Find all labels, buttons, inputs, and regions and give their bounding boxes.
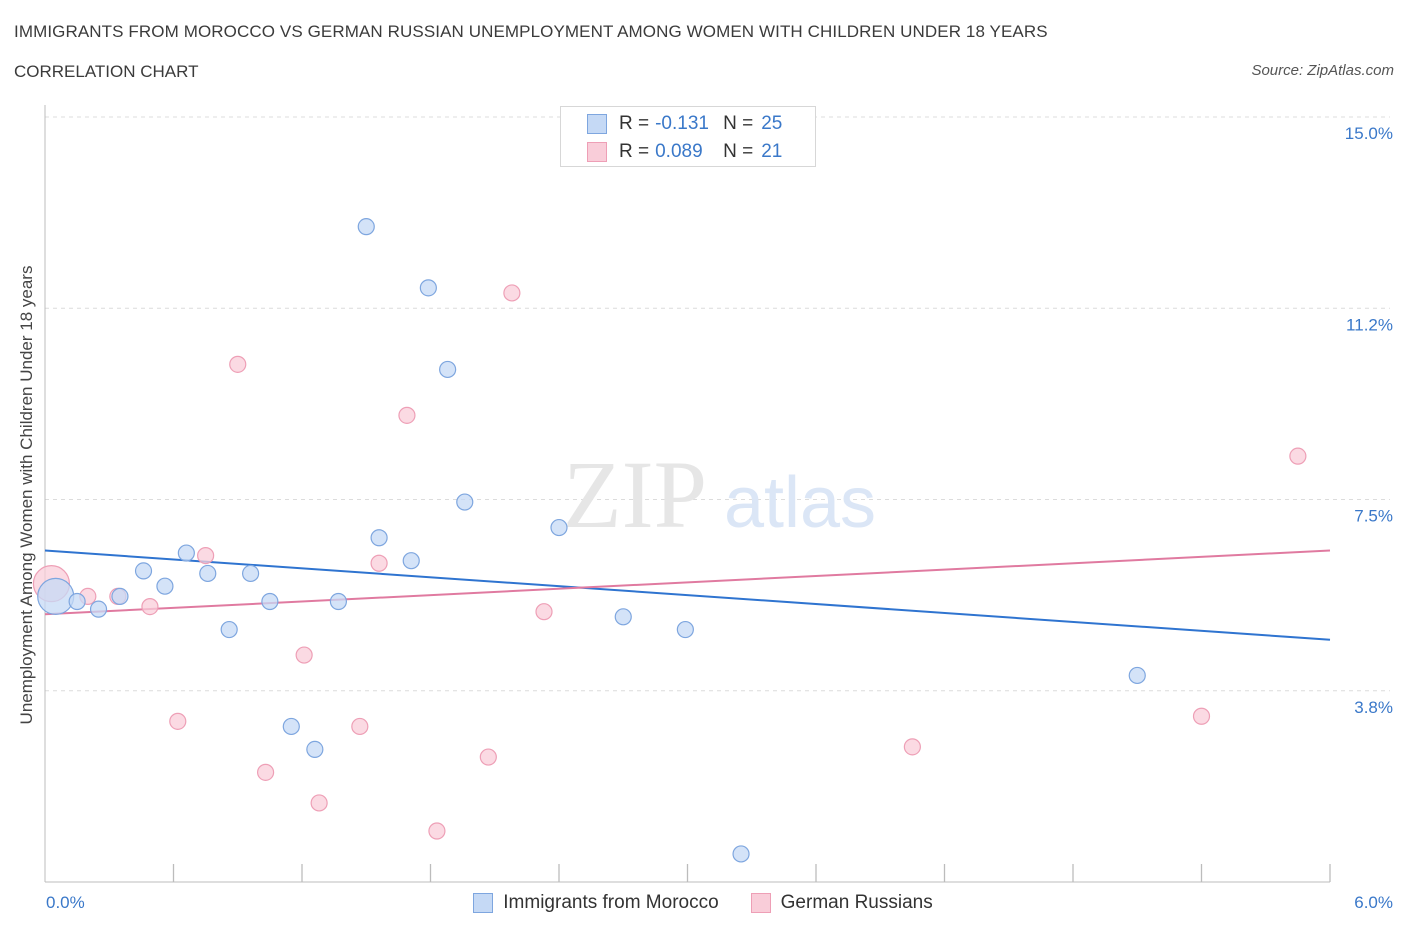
point-morocco xyxy=(357,218,375,236)
point-morocco xyxy=(419,279,437,297)
legend-r-label: R = xyxy=(619,141,650,162)
y-axis-label: Unemployment Among Women with Children U… xyxy=(17,265,36,725)
legend-label-german-russians: German Russians xyxy=(780,892,933,913)
point-german-russians xyxy=(503,284,521,302)
point-german-russians xyxy=(141,597,159,616)
legend-row-morocco: R = -0.131 N = 25 xyxy=(587,112,782,136)
point-morocco xyxy=(732,845,750,863)
point-morocco xyxy=(89,600,108,618)
legend-r-label: R = xyxy=(619,113,650,134)
x-tick-label: 6.0% xyxy=(1354,893,1393,912)
point-german-russians xyxy=(310,794,328,812)
point-morocco xyxy=(676,620,694,639)
point-german-russians xyxy=(169,712,187,730)
point-morocco xyxy=(242,564,260,583)
legend-swatch-german-russians xyxy=(587,142,607,162)
point-morocco xyxy=(306,740,324,759)
correlation-legend: R = -0.131 N = 25 R = 0.089 N = 21 xyxy=(560,106,816,167)
watermark-zip: ZIP xyxy=(563,441,707,548)
point-morocco xyxy=(370,529,388,547)
point-german-russians xyxy=(479,748,497,766)
point-german-russians xyxy=(351,717,369,736)
point-morocco xyxy=(261,592,279,611)
y-tick-label: 15.0% xyxy=(1345,124,1393,143)
point-morocco xyxy=(1128,666,1146,685)
trend-layer xyxy=(44,549,1331,641)
legend-n-label: N = xyxy=(723,113,754,134)
legend-item-morocco[interactable]: Immigrants from Morocco xyxy=(473,892,719,914)
point-morocco xyxy=(456,493,474,511)
y-tick-label: 11.2% xyxy=(1346,315,1393,334)
x-tick-label: 0.0% xyxy=(46,893,85,912)
point-morocco xyxy=(282,717,300,736)
legend-swatch-morocco xyxy=(587,114,607,134)
point-morocco xyxy=(439,360,457,379)
y-tick-label: 7.5% xyxy=(1354,507,1393,526)
point-morocco xyxy=(111,587,129,606)
legend-r-value: 0.089 xyxy=(655,141,703,162)
tick-labels: 3.8% 7.5% 11.2% 15.0% 0.0% 6.0% xyxy=(46,124,1393,912)
point-morocco xyxy=(177,544,195,562)
point-german-russians xyxy=(295,646,313,664)
legend-item-german-russians[interactable]: German Russians xyxy=(750,892,933,914)
legend-row-german-russians: R = 0.089 N = 21 xyxy=(587,140,782,164)
axes-layer xyxy=(44,105,1331,883)
point-morocco xyxy=(402,552,420,570)
point-morocco xyxy=(614,608,632,626)
y-tick-label: 3.8% xyxy=(1354,698,1393,717)
point-morocco xyxy=(134,562,153,580)
trend-line-morocco xyxy=(44,549,1331,641)
point-german-russians xyxy=(229,355,247,373)
point-morocco xyxy=(199,564,217,583)
point-german-russians xyxy=(1192,707,1211,725)
point-german-russians xyxy=(535,603,553,621)
legend-n-label: N = xyxy=(723,141,754,162)
point-german-russians xyxy=(398,406,416,424)
chart-title: IMMIGRANTS FROM MOROCCO VS GERMAN RUSSIA… xyxy=(14,22,1048,41)
point-german-russians xyxy=(903,738,921,756)
point-morocco xyxy=(550,518,568,537)
point-german-russians xyxy=(1289,447,1307,465)
source-label: Source: ZipAtlas.com xyxy=(1251,62,1394,79)
point-morocco xyxy=(220,620,238,639)
legend-n-value: 21 xyxy=(761,141,783,162)
legend-swatch-morocco xyxy=(473,893,494,913)
legend-label-morocco: Immigrants from Morocco xyxy=(503,892,719,913)
point-morocco xyxy=(37,577,75,616)
point-german-russians xyxy=(370,554,388,572)
series-legend: Immigrants from Morocco German Russians xyxy=(0,890,1406,916)
legend-n-value: 25 xyxy=(761,113,783,134)
point-morocco xyxy=(329,592,348,611)
watermark: ZIP atlas xyxy=(563,441,876,548)
legend-swatch-german-russians xyxy=(750,893,771,913)
chart-subtitle: CORRELATION CHART xyxy=(14,62,199,81)
points-layer xyxy=(32,121,1307,863)
point-german-russians xyxy=(428,822,446,840)
point-german-russians xyxy=(197,546,215,565)
point-german-russians xyxy=(256,763,275,781)
legend-r-value: -0.131 xyxy=(655,113,709,134)
point-morocco xyxy=(68,592,86,611)
point-morocco xyxy=(156,577,174,595)
watermark-atlas: atlas xyxy=(724,463,876,543)
trend-line-german-russians xyxy=(44,549,1331,616)
